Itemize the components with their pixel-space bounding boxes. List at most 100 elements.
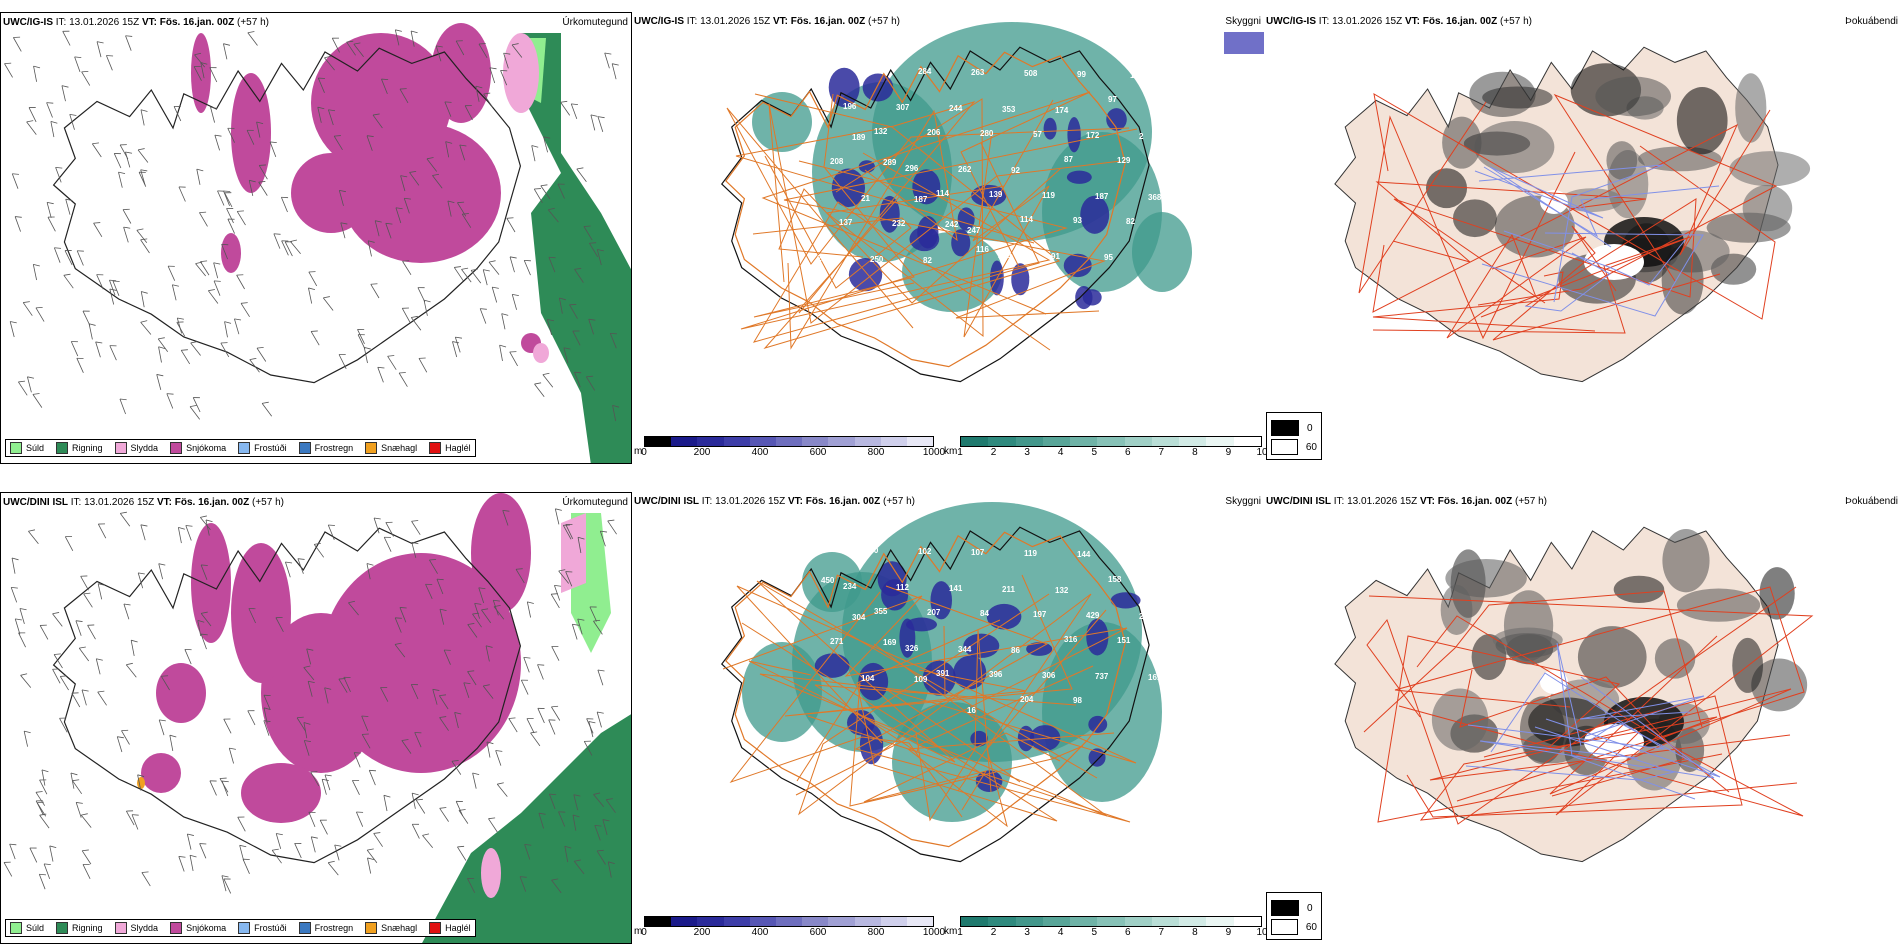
legend-item: Haglél xyxy=(429,922,471,934)
legend-item: Snæhagl xyxy=(365,922,417,934)
colorbar-tick: 7 xyxy=(1158,927,1165,938)
colorbar-tick: 200 xyxy=(693,927,711,938)
cloud-base-label: 737 xyxy=(1095,672,1109,681)
cloud-base-label: 353 xyxy=(1002,105,1016,114)
colorbar-bin xyxy=(802,437,829,446)
cloud-base-label: 99 xyxy=(1077,70,1086,79)
legend-swatch xyxy=(429,442,442,454)
cloud-base-label: 92 xyxy=(1011,166,1020,175)
cloud-base-label: 109 xyxy=(914,675,928,684)
colorbar-tick: 1 xyxy=(957,447,963,458)
legend-label: Slydda xyxy=(130,443,159,453)
colorbar-bin xyxy=(988,917,1016,926)
cloud-base-label: 86 xyxy=(1011,646,1020,655)
colorbar-bin xyxy=(961,437,989,446)
cloud-base-label: 91 xyxy=(1051,252,1060,261)
fog-legend-label: 60 xyxy=(1305,441,1317,453)
colorbar-tick: 1000 xyxy=(922,927,946,938)
legend-swatch xyxy=(56,922,69,934)
field-title: Skyggni xyxy=(1225,496,1261,507)
precip-legend: Súld Rigning Slydda Snjókoma Frostúði Frostre… xyxy=(5,439,476,457)
colorbar-tick: 5 xyxy=(1091,927,1097,938)
cloud-base-label: 141 xyxy=(949,584,963,593)
fog-legend: 0 60 xyxy=(1266,892,1322,940)
cloud-panel-dini: UWC/DINI ISL IT: 13.01.2026 15Z VT: Fös.… xyxy=(632,492,1264,942)
colorbar-tick: 6 xyxy=(1124,447,1131,458)
cbar-unit-m: m xyxy=(634,446,643,457)
colorbar-tick: 9 xyxy=(1225,447,1232,458)
colorbar-tick: 9 xyxy=(1225,927,1232,938)
cbar-km: 1 2 3 4 5 6 7 8 9 10 xyxy=(957,436,1268,459)
legend-item: Rigning xyxy=(56,442,103,454)
field-title: Úrkomutegund xyxy=(562,17,628,28)
cloud-base-label: 189 xyxy=(852,133,866,142)
cbar-m: 0 200 400 600 800 1000 xyxy=(641,916,945,939)
colorbar-bin xyxy=(1124,917,1152,926)
cloud-base-label: 232 xyxy=(892,219,906,228)
legend-item: Frostúði xyxy=(238,922,287,934)
cloud-base-label: 93 xyxy=(1073,216,1082,225)
cloud-map: 238 230 102 107 119 144 248 234 112 141 211 132 158 4… xyxy=(721,502,1162,863)
colorbar-bin xyxy=(1070,917,1098,926)
colorbar-bin xyxy=(1015,917,1043,926)
colorbar-bin xyxy=(1124,437,1152,446)
colorbar-tick: 7 xyxy=(1158,447,1165,458)
cloud-base-label: 57 xyxy=(1033,130,1042,139)
cloud-base-label: 119 xyxy=(1024,549,1037,558)
colorbar-bin xyxy=(1070,437,1098,446)
colorbar-bin xyxy=(697,917,724,926)
cloud-base-label: 137 xyxy=(839,218,853,227)
fog-map xyxy=(1334,46,1811,383)
cloud-base-label: 95 xyxy=(1104,253,1113,262)
cloud-base-label: 307 xyxy=(896,103,910,112)
colorbar-tick: 10 xyxy=(1256,927,1268,938)
colorbar-bin xyxy=(1097,917,1125,926)
cloud-base-label: 98 xyxy=(1029,276,1038,285)
cloud-base-label: 132 xyxy=(1055,586,1069,595)
cloud-map: 606 188 284 263 508 99 115 196 307 244 353 174 97 91 1… xyxy=(721,22,1264,383)
colorbar-bin xyxy=(1151,437,1180,446)
fog-legend-item: 0 xyxy=(1271,420,1317,436)
cloud-base-label: 132 xyxy=(874,127,888,136)
colorbar-bin xyxy=(854,437,881,446)
colorbar-bin xyxy=(906,917,934,926)
legend-swatch xyxy=(365,922,378,934)
colorbar-bin xyxy=(1042,437,1071,446)
colorbar-bin xyxy=(1042,917,1071,926)
cloud-base-label: 234 xyxy=(843,582,857,591)
cloud-base-label: 247 xyxy=(967,226,981,235)
colorbar-tick: 0 xyxy=(641,927,647,938)
cloud-base-label: 151 xyxy=(1117,636,1131,645)
field-title: Skyggni xyxy=(1225,16,1261,27)
colorbar-bin xyxy=(1015,437,1043,446)
legend-swatch xyxy=(298,442,311,454)
legend-swatch xyxy=(10,922,22,934)
legend-label: Haglél xyxy=(445,923,471,933)
fog-map xyxy=(1334,526,1814,863)
cloud-base-label: 280 xyxy=(980,129,994,138)
cloud-base-label: 187 xyxy=(1095,192,1109,201)
cloud-base-label: 326 xyxy=(905,644,919,653)
colorbar-bin xyxy=(723,917,750,926)
colorbar-bin xyxy=(671,917,698,926)
legend-item: Frostúði xyxy=(238,442,287,454)
fog-legend-item: 60 xyxy=(1271,439,1317,455)
field-title: Þokuábendi xyxy=(1845,16,1898,27)
colorbar-tick: 10 xyxy=(1256,447,1268,458)
colorbar-bin xyxy=(1179,917,1207,926)
colorbar-bin xyxy=(775,917,803,926)
colorbar-bin xyxy=(802,917,829,926)
cloud-base-label: 316 xyxy=(1064,635,1078,644)
cloud-base-label: 139 xyxy=(989,190,1003,199)
cloud-base-label: 508 xyxy=(1024,69,1038,78)
cbar-unit-km: km xyxy=(944,926,958,937)
colorbar-strip xyxy=(644,436,934,447)
legend-item: Súld xyxy=(10,922,44,934)
panel-header: UWC/DINI ISL IT: 13.01.2026 15Z VT: Fös.… xyxy=(3,497,284,508)
colorbar-bin xyxy=(1233,437,1261,446)
colorbar-bin xyxy=(988,437,1016,446)
legend-label: Rigning xyxy=(72,443,103,453)
colorbar-strip xyxy=(960,436,1262,447)
cloud-base-label: 391 xyxy=(936,669,950,678)
fog-legend-swatch xyxy=(1271,900,1299,916)
